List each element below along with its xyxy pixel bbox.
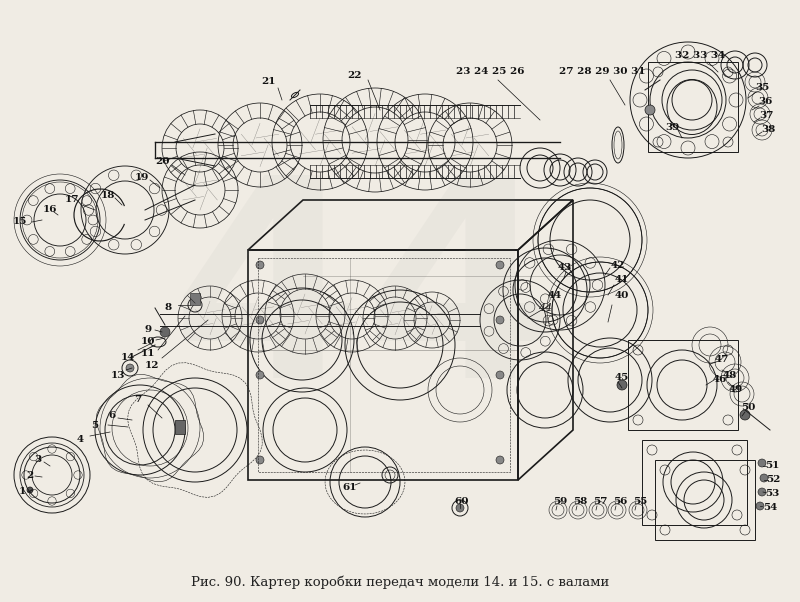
- Text: 10: 10: [141, 338, 155, 347]
- Text: 22: 22: [348, 70, 362, 79]
- Text: 37: 37: [759, 111, 773, 120]
- Text: 44: 44: [170, 166, 558, 436]
- Circle shape: [256, 456, 264, 464]
- Circle shape: [496, 261, 504, 269]
- Text: 23 24 25 26: 23 24 25 26: [456, 67, 524, 76]
- Bar: [628, 340, 738, 430]
- Text: 48: 48: [723, 370, 737, 379]
- Circle shape: [456, 504, 464, 512]
- Text: 35: 35: [755, 84, 769, 93]
- Text: 46: 46: [713, 376, 727, 385]
- Text: 16: 16: [42, 205, 58, 214]
- Circle shape: [758, 459, 766, 467]
- Text: 14: 14: [121, 353, 135, 362]
- Text: 2: 2: [26, 471, 34, 480]
- Text: 57: 57: [593, 497, 607, 506]
- Text: 11: 11: [141, 350, 155, 359]
- Text: 55: 55: [633, 497, 647, 506]
- Text: 54: 54: [763, 503, 777, 512]
- Circle shape: [27, 487, 33, 493]
- Text: 41: 41: [615, 276, 629, 285]
- Text: Рис. 90. Картер коробки передач модели 14. и 15. с валами: Рис. 90. Картер коробки передач модели 1…: [191, 576, 609, 589]
- Text: 49: 49: [729, 385, 743, 394]
- Circle shape: [160, 327, 170, 337]
- Text: 47: 47: [715, 356, 729, 364]
- Text: 42: 42: [611, 261, 625, 270]
- Text: 17: 17: [65, 196, 79, 205]
- Text: 1: 1: [18, 488, 26, 497]
- Text: 36: 36: [758, 98, 772, 107]
- Text: 6: 6: [108, 411, 116, 420]
- Text: 38: 38: [761, 125, 775, 134]
- Text: 27 28 29 30 31: 27 28 29 30 31: [558, 67, 646, 76]
- Bar: [248, 250, 518, 480]
- Text: 8: 8: [165, 303, 171, 312]
- Text: 13: 13: [111, 370, 125, 379]
- Text: 56: 56: [613, 497, 627, 506]
- Bar: [642, 440, 747, 525]
- Text: 44: 44: [548, 291, 562, 300]
- Text: 18: 18: [101, 190, 115, 199]
- Circle shape: [256, 316, 264, 324]
- Bar: [648, 62, 738, 152]
- Text: 44: 44: [538, 303, 552, 313]
- Text: 19: 19: [135, 173, 149, 182]
- Circle shape: [496, 456, 504, 464]
- Bar: [190, 293, 200, 305]
- Text: 40: 40: [615, 291, 629, 300]
- Text: 7: 7: [134, 396, 142, 405]
- Text: 12: 12: [145, 361, 159, 370]
- Circle shape: [256, 371, 264, 379]
- Circle shape: [645, 105, 655, 115]
- Text: 15: 15: [13, 217, 27, 226]
- Text: 20: 20: [154, 158, 170, 167]
- Text: 32 33 34: 32 33 34: [675, 51, 725, 60]
- Text: 9: 9: [145, 326, 151, 335]
- Bar: [175, 420, 185, 434]
- Circle shape: [756, 502, 764, 510]
- Text: 5: 5: [91, 421, 98, 429]
- Circle shape: [617, 380, 627, 390]
- Circle shape: [740, 410, 750, 420]
- Text: 53: 53: [765, 489, 779, 498]
- Circle shape: [758, 488, 766, 496]
- Circle shape: [496, 371, 504, 379]
- Text: 21: 21: [261, 78, 275, 87]
- Text: 4: 4: [77, 435, 83, 444]
- Circle shape: [256, 261, 264, 269]
- Text: 50: 50: [741, 403, 755, 412]
- Text: 52: 52: [766, 476, 780, 485]
- Text: 61: 61: [342, 483, 358, 492]
- Text: 51: 51: [765, 461, 779, 470]
- Bar: [655, 460, 755, 540]
- Text: 3: 3: [34, 456, 42, 465]
- Circle shape: [496, 316, 504, 324]
- Circle shape: [126, 364, 134, 372]
- Text: 39: 39: [665, 123, 679, 132]
- Text: 60: 60: [454, 497, 470, 506]
- Text: 59: 59: [553, 497, 567, 506]
- Text: 58: 58: [573, 497, 587, 506]
- Text: 45: 45: [615, 373, 629, 382]
- Text: 43: 43: [558, 264, 572, 273]
- Circle shape: [760, 474, 768, 482]
